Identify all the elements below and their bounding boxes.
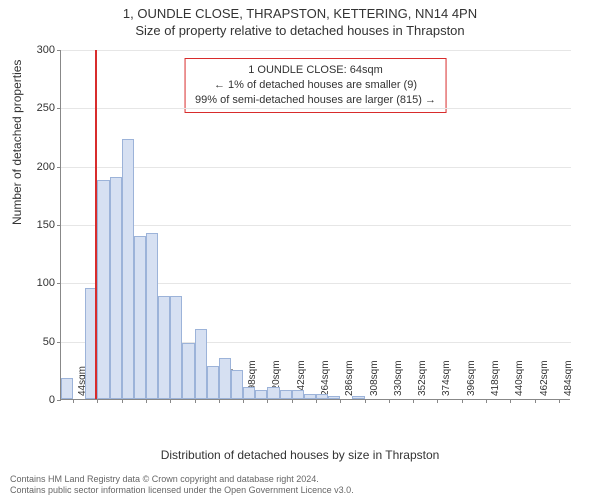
y-axis-label: Number of detached properties — [10, 60, 24, 225]
ytick-mark — [57, 108, 61, 109]
xtick-mark — [122, 399, 123, 403]
xtick-label: 462sqm — [539, 360, 550, 396]
histogram-bar — [267, 387, 279, 399]
plot-region: 1 OUNDLE CLOSE: 64sqm ← 1% of detached h… — [60, 50, 570, 400]
xtick-label: 308sqm — [369, 360, 380, 396]
xtick-mark — [97, 399, 98, 403]
annotation-line2: ← 1% of detached houses are smaller (9) — [195, 78, 436, 93]
xtick-mark — [219, 399, 220, 403]
xtick-mark — [243, 399, 244, 403]
attribution-line2: Contains public sector information licen… — [10, 485, 354, 496]
ytick-label: 200 — [15, 161, 55, 173]
histogram-bar — [316, 394, 328, 399]
ytick-mark — [57, 342, 61, 343]
xtick-mark — [559, 399, 560, 403]
histogram-bar — [170, 296, 182, 399]
ytick-mark — [57, 283, 61, 284]
ytick-mark — [57, 225, 61, 226]
attribution-line1: Contains HM Land Registry data © Crown c… — [10, 474, 354, 485]
histogram-bar — [231, 370, 243, 399]
xtick-mark — [340, 399, 341, 403]
xtick-label: 440sqm — [514, 360, 525, 396]
annotation-line3: 99% of semi-detached houses are larger (… — [195, 93, 436, 108]
x-axis-label: Distribution of detached houses by size … — [0, 448, 600, 462]
xtick-mark — [170, 399, 171, 403]
histogram-bar — [219, 358, 231, 399]
histogram-bar — [304, 394, 316, 399]
xtick-label: 264sqm — [320, 360, 331, 396]
histogram-bar — [243, 387, 255, 399]
grid-line — [61, 225, 571, 226]
annotation-box: 1 OUNDLE CLOSE: 64sqm ← 1% of detached h… — [184, 58, 447, 113]
xtick-mark — [195, 399, 196, 403]
ytick-mark — [57, 400, 61, 401]
histogram-bar — [122, 139, 134, 399]
histogram-bar — [146, 233, 158, 399]
histogram-bar — [61, 378, 73, 399]
xtick-mark — [73, 399, 74, 403]
histogram-bar — [182, 343, 194, 399]
grid-line — [61, 167, 571, 168]
chart-plot-area: 1 OUNDLE CLOSE: 64sqm ← 1% of detached h… — [60, 50, 570, 400]
xtick-label: 374sqm — [441, 360, 452, 396]
ytick-label: 150 — [15, 219, 55, 231]
ytick-label: 250 — [15, 102, 55, 114]
histogram-bar — [255, 390, 267, 399]
grid-line — [61, 108, 571, 109]
histogram-bar — [195, 329, 207, 399]
xtick-label: 418sqm — [490, 360, 501, 396]
xtick-mark — [510, 399, 511, 403]
xtick-mark — [437, 399, 438, 403]
histogram-bar — [158, 296, 170, 399]
xtick-mark — [292, 399, 293, 403]
histogram-bar — [207, 366, 219, 399]
xtick-label: 396sqm — [466, 360, 477, 396]
xtick-mark — [486, 399, 487, 403]
xtick-mark — [389, 399, 390, 403]
xtick-mark — [316, 399, 317, 403]
xtick-mark — [365, 399, 366, 403]
annotation-line1: 1 OUNDLE CLOSE: 64sqm — [195, 63, 436, 78]
marker-line — [95, 50, 97, 399]
xtick-mark — [462, 399, 463, 403]
xtick-mark — [413, 399, 414, 403]
histogram-bar — [280, 390, 292, 399]
ytick-label: 0 — [15, 394, 55, 406]
xtick-label: 352sqm — [417, 360, 428, 396]
ytick-label: 50 — [15, 336, 55, 348]
histogram-bar — [328, 396, 340, 400]
xtick-mark — [535, 399, 536, 403]
grid-line — [61, 50, 571, 51]
xtick-mark — [146, 399, 147, 403]
xtick-mark — [267, 399, 268, 403]
ytick-label: 300 — [15, 44, 55, 56]
xtick-label: 286sqm — [344, 360, 355, 396]
attribution-text: Contains HM Land Registry data © Crown c… — [10, 474, 354, 496]
ytick-mark — [57, 50, 61, 51]
histogram-bar — [110, 177, 122, 399]
histogram-bar — [97, 180, 109, 399]
histogram-bar — [352, 396, 364, 400]
histogram-bar — [134, 236, 146, 399]
ytick-mark — [57, 167, 61, 168]
xtick-label: 484sqm — [563, 360, 574, 396]
chart-title-main: 1, OUNDLE CLOSE, THRAPSTON, KETTERING, N… — [0, 0, 600, 21]
xtick-label: 330sqm — [393, 360, 404, 396]
chart-title-sub: Size of property relative to detached ho… — [0, 21, 600, 42]
histogram-bar — [292, 390, 304, 399]
ytick-label: 100 — [15, 277, 55, 289]
